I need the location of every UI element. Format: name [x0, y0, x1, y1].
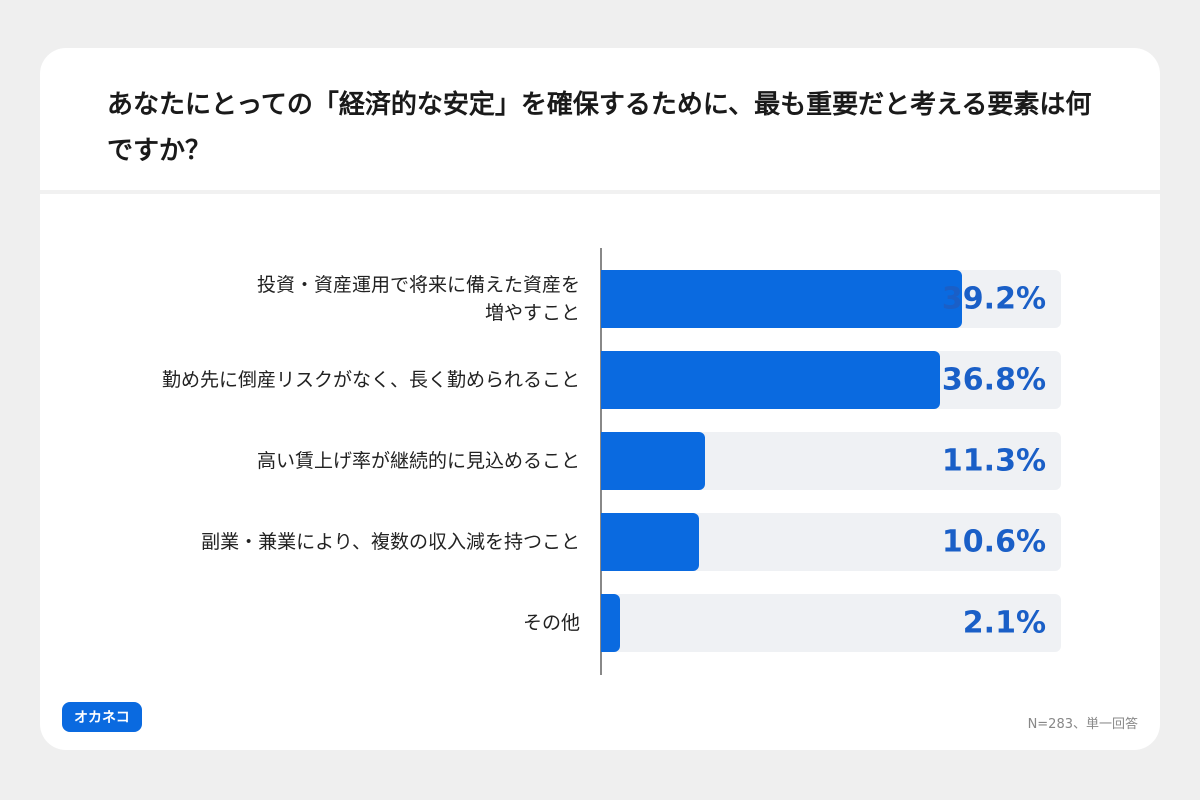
bar-track — [601, 594, 1061, 652]
category-label: 勤め先に倒産リスクがなく、長く勤められること — [161, 369, 580, 391]
category-label: 投資・資産運用で将来に備えた資産を 増やすこと — [256, 274, 580, 324]
chart-title: あなたにとっての「経済的な安定」を確保するために、最も重要だと考える要素は何です… — [107, 90, 1092, 166]
value-label: 36.8% — [941, 362, 1046, 398]
bar — [601, 270, 962, 328]
category-label: 高い賃上げ率が継続的に見込めること — [256, 450, 580, 472]
value-label: 2.1% — [962, 605, 1046, 641]
category-label: 副業・兼業により、複数の収入減を持つこと — [201, 531, 580, 553]
bar — [601, 594, 621, 652]
bar — [601, 432, 705, 490]
divider — [40, 190, 1160, 194]
value-label: 10.6% — [941, 524, 1046, 560]
value-label: 39.2% — [941, 281, 1046, 317]
category-label: その他 — [522, 612, 580, 634]
logo: オカネコ — [62, 702, 142, 732]
bar — [601, 513, 699, 571]
value-label: 11.3% — [941, 443, 1046, 479]
chart-card: あなたにとっての「経済的な安定」を確保するために、最も重要だと考える要素は何です… — [40, 48, 1160, 750]
bar — [601, 351, 940, 409]
sample-note: N=283、単一回答 — [1027, 717, 1138, 732]
